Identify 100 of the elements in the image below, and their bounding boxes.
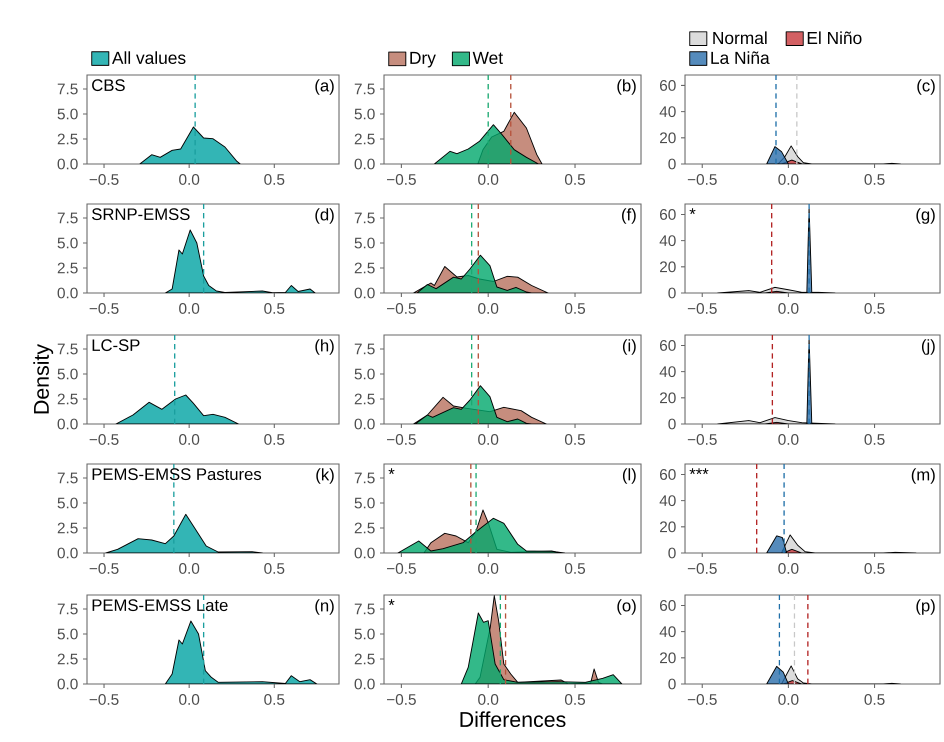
y-tick-label: 7.5 <box>354 604 375 614</box>
x-tick-label: −0.5 <box>386 303 416 314</box>
y-tick-label: 5.0 <box>58 628 78 640</box>
x-tick-label: −0.5 <box>688 174 717 185</box>
y-tick-label: 2.5 <box>58 134 78 144</box>
legend-label: Wet <box>472 52 503 64</box>
y-tick-label: 5.0 <box>58 368 78 380</box>
annotation: * <box>388 468 395 474</box>
x-tick-label: 0.0 <box>778 174 798 185</box>
x-tick-label: 0.5 <box>864 303 885 314</box>
x-tick-label: 0.0 <box>478 434 498 445</box>
y-tick-label: 2.5 <box>354 654 375 664</box>
x-tick-label: 0.0 <box>179 303 200 314</box>
y-tick-label: 5.0 <box>354 108 375 120</box>
y-tick-label: 0 <box>668 418 676 430</box>
y-tick-label: 0 <box>668 678 676 690</box>
y-tick-label: 2.5 <box>354 262 375 274</box>
y-tick-label: 2.5 <box>58 654 78 664</box>
x-tick-label: −0.5 <box>386 434 416 445</box>
y-tick-label: 40 <box>660 626 676 638</box>
x-tick-label: 0.5 <box>264 563 284 574</box>
annotation: (j) <box>922 339 935 355</box>
y-tick-label: 2.5 <box>58 394 78 404</box>
annotation: * <box>690 208 696 214</box>
y-tick-label: 20 <box>660 521 676 532</box>
y-tick-label: 60 <box>660 600 676 611</box>
chart-title: PEMS-EMSS Late <box>92 599 228 612</box>
x-tick-label: 0.0 <box>478 174 498 185</box>
legend-label: Dry <box>410 52 436 68</box>
x-tick-label: 0.0 <box>778 434 798 445</box>
legend-label: La Niña <box>711 51 770 64</box>
chart-title: SRNP-EMSS <box>92 208 190 220</box>
y-tick-label: 2.5 <box>354 394 375 404</box>
x-tick-label: −0.5 <box>386 174 416 185</box>
x-tick-label: 0.5 <box>564 694 586 705</box>
y-tick-label: 0 <box>668 288 676 298</box>
x-tick-label: 0.0 <box>778 303 798 314</box>
y-tick-label: 60 <box>660 340 676 351</box>
y-tick-label: 60 <box>660 80 676 91</box>
y-tick-label: 7.5 <box>58 472 78 484</box>
y-tick-label: 0.0 <box>58 678 78 690</box>
x-tick-label: 0.5 <box>564 174 586 185</box>
y-tick-label: 0.0 <box>354 678 375 690</box>
y-tick-label: 7.5 <box>354 212 375 224</box>
x-tick-label: 0.5 <box>864 563 885 574</box>
y-tick-label: 40 <box>660 235 676 246</box>
x-tick-label: −0.5 <box>386 563 416 574</box>
y-tick-label: 0.0 <box>58 288 78 298</box>
y-tick-label: 5.0 <box>58 238 78 248</box>
y-tick-label: 0 <box>668 158 676 170</box>
x-tick-label: −0.5 <box>688 563 717 574</box>
y-tick-label: 7.5 <box>354 84 375 94</box>
annotation: (f) <box>622 208 636 224</box>
annotation: (c) <box>917 79 935 95</box>
y-tick-label: 5.0 <box>354 498 375 508</box>
y-tick-label: 20 <box>660 652 676 664</box>
chart-title: LC-SP <box>92 339 140 352</box>
legend-label: Normal <box>713 31 767 44</box>
y-tick-label: 0.0 <box>58 158 78 170</box>
y-tick-label: 7.5 <box>58 344 78 354</box>
annotation: (g) <box>916 208 935 224</box>
legend-label: All values <box>112 51 186 64</box>
y-tick-label: 2.5 <box>58 522 78 534</box>
y-tick-label: 0.0 <box>58 548 78 558</box>
x-tick-label: −0.5 <box>688 434 717 445</box>
y-tick-label: 2.5 <box>354 522 375 534</box>
annotation: (h) <box>315 339 334 355</box>
x-axis-title: Differences <box>460 711 566 728</box>
y-tick-label: 0.0 <box>354 418 375 430</box>
y-tick-label: 40 <box>660 366 676 378</box>
y-tick-label: 0.0 <box>354 548 375 558</box>
x-tick-label: 0.5 <box>564 303 586 314</box>
x-tick-label: 0.5 <box>864 694 885 705</box>
x-tick-label: −0.5 <box>90 174 119 185</box>
annotation: (i) <box>622 339 636 355</box>
x-tick-label: 0.5 <box>864 434 885 445</box>
y-tick-label: 2.5 <box>58 262 78 274</box>
annotation: (m) <box>912 468 935 484</box>
x-tick-label: 0.0 <box>478 563 498 574</box>
x-tick-label: 0.5 <box>564 434 586 445</box>
y-tick-label: 0.0 <box>354 288 375 298</box>
x-tick-label: −0.5 <box>688 694 717 705</box>
x-tick-label: −0.5 <box>90 563 119 574</box>
annotation: (d) <box>315 208 334 224</box>
x-tick-label: −0.5 <box>688 303 717 314</box>
annotation: (p) <box>916 599 935 615</box>
annotation: (l) <box>622 468 636 484</box>
y-tick-label: 40 <box>660 106 676 118</box>
x-tick-label: 0.5 <box>864 174 885 185</box>
x-tick-label: 0.5 <box>264 303 284 314</box>
x-tick-label: 0.0 <box>778 694 798 705</box>
y-tick-label: 20 <box>660 132 676 144</box>
x-tick-label: −0.5 <box>386 694 416 705</box>
x-tick-label: 0.5 <box>264 694 284 705</box>
legend-label: El Niño <box>808 31 862 44</box>
y-tick-label: 5.0 <box>354 238 375 248</box>
y-tick-label: 20 <box>660 392 676 404</box>
y-tick-label: 60 <box>660 469 676 480</box>
x-tick-label: 0.0 <box>179 434 200 445</box>
x-tick-label: −0.5 <box>90 434 119 445</box>
